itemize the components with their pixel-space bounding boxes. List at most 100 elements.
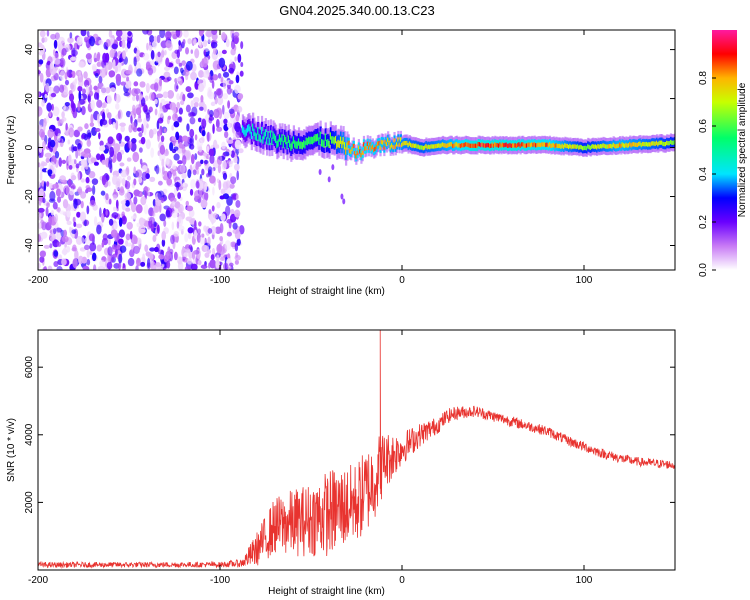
signal-core: [408, 141, 411, 146]
signal-core: [444, 143, 447, 148]
signal-core: [440, 143, 443, 148]
noise-speckle: [177, 160, 183, 165]
noise-speckle: [205, 30, 213, 38]
noise-speckle: [219, 195, 225, 200]
noise-speckle: [107, 237, 111, 246]
noise-speckle: [159, 213, 166, 222]
noise-speckle: [185, 248, 191, 254]
signal-core: [402, 141, 405, 146]
noise-speckle: [176, 77, 182, 82]
noise-speckle: [86, 30, 90, 37]
noise-speckle: [48, 198, 56, 203]
noise-speckle: [200, 264, 208, 269]
noise-speckle: [197, 79, 200, 85]
noise-speckle: [197, 117, 202, 123]
noise-speckle: [82, 265, 90, 270]
noise-speckle: [138, 217, 145, 226]
signal-core: [576, 144, 580, 149]
signal-core: [332, 136, 335, 144]
signal-core: [390, 143, 394, 148]
signal-core: [555, 143, 558, 148]
signal-core: [645, 141, 648, 147]
noise-speckle: [235, 114, 240, 122]
signal-core: [523, 143, 526, 148]
noise-speckle: [62, 199, 69, 209]
signal-core: [432, 144, 436, 149]
signal-core: [359, 149, 362, 154]
noise-speckle: [217, 88, 224, 99]
noise-speckle: [67, 139, 71, 145]
signal-core: [459, 143, 462, 149]
noise-speckle: [38, 70, 41, 75]
signal-core: [328, 140, 331, 149]
signal-core: [571, 144, 575, 149]
noise-speckle: [120, 200, 126, 205]
noise-speckle: [133, 56, 137, 67]
signal-core: [259, 135, 262, 143]
noise-speckle: [206, 173, 210, 178]
noise-speckle: [178, 141, 183, 149]
noise-speckle: [43, 122, 46, 132]
noise-speckle: [173, 66, 179, 75]
noise-speckle: [201, 168, 205, 176]
noise-speckle: [187, 168, 192, 179]
noise-speckle: [217, 72, 222, 79]
noise-speckle: [158, 254, 165, 260]
noise-speckle: [140, 136, 146, 145]
noise-speckle: [75, 163, 80, 169]
noise-speckle: [81, 105, 86, 116]
noise-speckle: [88, 233, 95, 242]
signal-core: [497, 143, 501, 148]
noise-speckle: [176, 221, 180, 229]
noise-speckle: [189, 138, 193, 144]
noise-speckle: [89, 200, 96, 207]
noise-speckle: [119, 162, 125, 167]
noise-speckle: [49, 139, 56, 148]
noise-speckle: [73, 221, 77, 228]
noise-speckle: [108, 198, 112, 205]
noise-speckle: [234, 242, 239, 252]
noise-speckle: [198, 30, 204, 37]
noise-speckle: [77, 255, 84, 265]
noise-speckle: [76, 223, 83, 229]
noise-speckle: [113, 222, 118, 230]
noise-speckle: [186, 123, 190, 132]
noise-speckle: [54, 32, 60, 40]
signal-core: [406, 140, 409, 146]
noise-speckle: [226, 86, 232, 95]
signal-core: [515, 143, 518, 149]
signal-core: [454, 142, 457, 147]
noise-speckle: [49, 61, 54, 69]
signal-core: [389, 145, 392, 150]
signal-core: [620, 143, 623, 149]
signal-core: [636, 142, 639, 148]
noise-speckle: [105, 209, 108, 216]
signal-core: [355, 154, 358, 159]
signal-core: [378, 141, 381, 146]
signal-core: [499, 142, 502, 147]
signal-core: [374, 146, 377, 152]
noise-speckle: [124, 192, 131, 200]
signal-core: [418, 145, 422, 150]
noise-speckle: [93, 161, 99, 166]
signal-core: [610, 143, 613, 149]
noise-speckle: [151, 210, 155, 217]
noise-speckle: [74, 249, 79, 260]
noise-speckle: [167, 170, 172, 179]
noise-speckle: [162, 91, 169, 99]
signal-core: [410, 142, 413, 148]
signal-core: [291, 141, 294, 149]
signal-core: [466, 142, 469, 147]
signal-core: [460, 143, 464, 148]
noise-speckle: [119, 122, 126, 127]
noise-speckle: [238, 224, 245, 235]
noise-speckles: [38, 30, 245, 270]
noise-speckle: [68, 127, 75, 138]
signal-core: [292, 136, 295, 144]
noise-speckle: [165, 31, 172, 40]
noise-speckle: [52, 201, 58, 210]
noise-speckle: [98, 75, 103, 84]
noise-speckle: [211, 30, 218, 36]
signal-core: [631, 142, 634, 147]
signal-core: [450, 142, 453, 147]
